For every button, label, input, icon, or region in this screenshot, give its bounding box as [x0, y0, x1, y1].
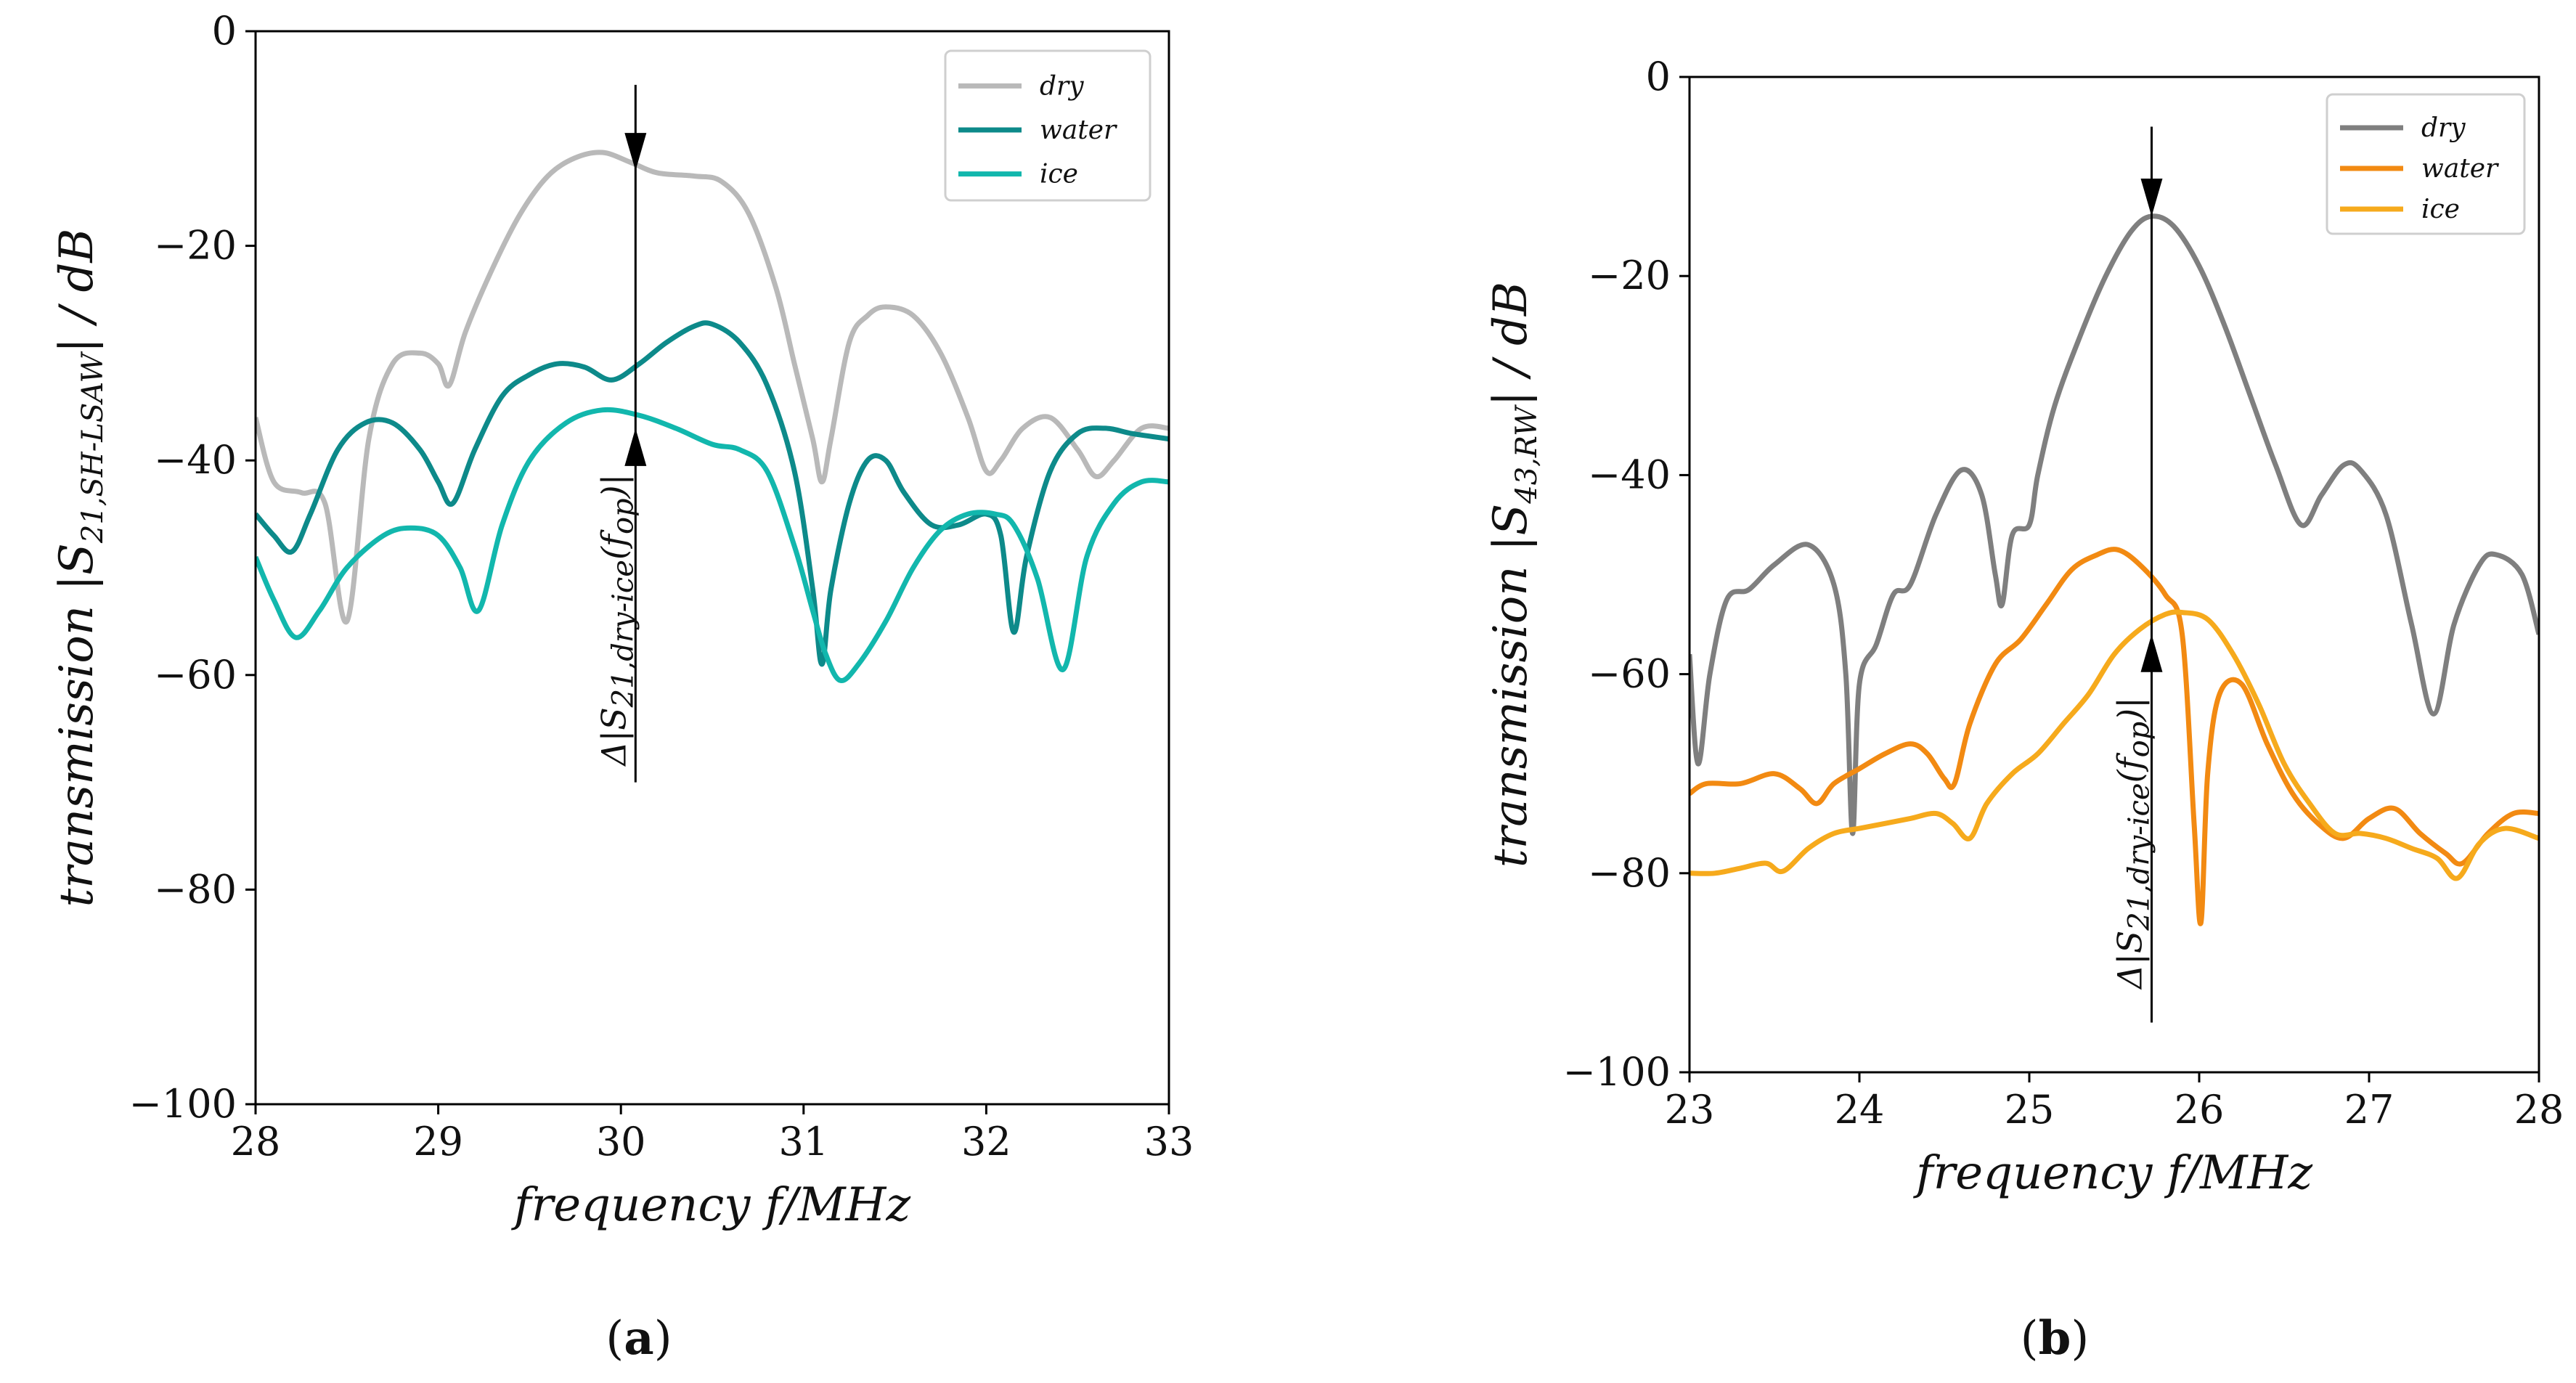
legend-label-water: water	[2421, 154, 2499, 184]
legend-label-water: water	[1040, 115, 1117, 145]
y-axis-label: transmission |S21,SH-LSAW| / dB	[50, 229, 110, 907]
y-tick-label: −20	[1588, 253, 1671, 298]
x-tick-label: 29	[413, 1119, 463, 1164]
series-line-water	[256, 320, 1169, 667]
chart-panel-b: Δ|S21,dry-ice(fop)| 23 24 25 26 27 28 0 −20 −40 −6…	[1484, 54, 2564, 1366]
legend-label-ice: ice	[1040, 160, 1078, 189]
legend: dry water ice	[944, 49, 1152, 202]
legend: dry water ice	[2326, 93, 2526, 235]
y-tick-label: −80	[1588, 850, 1671, 896]
arrowhead-up	[2140, 634, 2163, 672]
x-axis-label: frequency f/MHz	[511, 1178, 911, 1232]
y-tick-label: 0	[212, 8, 237, 54]
series-line-dry	[1690, 213, 2539, 836]
plot-frame	[254, 30, 1170, 1106]
panel-label: (b)	[2021, 1311, 2090, 1366]
y-tick-label: −40	[1588, 452, 1671, 497]
legend-label-ice: ice	[2421, 195, 2460, 224]
chart-panel-a: Δ|S21,dry-ice(fop)| 28 29 30 31 32 33 0 −20 −40 −6…	[50, 8, 1194, 1366]
arrowhead-down	[624, 133, 647, 171]
x-tick-label: 28	[231, 1119, 281, 1164]
x-tick-label: 23	[1665, 1087, 1715, 1133]
y-axis-label: transmission |S43,RW| / dB	[1484, 282, 1544, 868]
arrowhead-up	[624, 428, 647, 466]
x-tick-label: 30	[596, 1119, 646, 1164]
x-tick-label: 26	[2174, 1087, 2225, 1133]
x-tick-label: 24	[1835, 1087, 1885, 1133]
legend-label-dry: dry	[1040, 71, 1084, 101]
x-tick-label: 33	[1144, 1119, 1194, 1164]
x-tick-label: 25	[2005, 1087, 2055, 1133]
x-tick-label: 28	[2514, 1087, 2564, 1133]
y-tick-label: −40	[154, 437, 237, 483]
y-tick-label: −100	[129, 1081, 237, 1127]
annotation-label: Δ|S21,dry-ice(fop)|	[2110, 697, 2156, 990]
y-tick-label: −60	[154, 652, 237, 698]
annotation-label: Δ|S21,dry-ice(fop)|	[594, 474, 640, 767]
panel-label: (a)	[606, 1311, 672, 1366]
series-line-water	[1690, 547, 2539, 926]
y-tick-label: −100	[1563, 1049, 1671, 1095]
x-axis-label: frequency f/MHz	[1913, 1146, 2313, 1200]
series-line-ice	[1690, 609, 2539, 881]
y-tick-label: −60	[1588, 651, 1671, 697]
series-line-dry	[256, 150, 1169, 625]
x-tick-label: 31	[778, 1119, 828, 1164]
y-tick-label: 0	[1646, 54, 1671, 99]
series-line-ice	[256, 407, 1169, 684]
y-tick-label: −80	[154, 866, 237, 912]
x-tick-label: 32	[961, 1119, 1011, 1164]
y-tick-label: −20	[154, 223, 237, 269]
legend-label-dry: dry	[2421, 113, 2466, 143]
plot-frame	[1688, 76, 2540, 1074]
x-tick-label: 27	[2344, 1087, 2394, 1133]
arrowhead-down	[2140, 178, 2163, 216]
